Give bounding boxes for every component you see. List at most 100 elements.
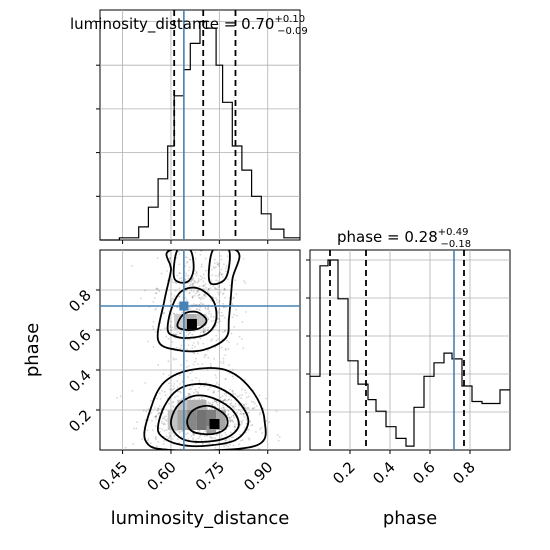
sample-point [231,419,234,422]
sample-point [242,413,245,415]
sample-point [258,413,261,416]
sample-point [135,427,138,430]
sample-point [228,438,230,440]
sample-point [207,317,210,320]
sample-point [202,342,205,345]
sample-point [204,293,207,295]
sample-point [166,269,169,272]
sample-point [228,416,231,419]
sample-point [170,329,172,332]
sample-point [147,408,150,411]
sample-point [194,251,197,254]
sample-point [201,303,204,306]
sample-point [213,258,216,261]
sample-point [185,366,188,368]
sample-point [152,300,155,303]
sample-point [185,359,188,362]
sample-point [208,442,211,445]
sample-point [162,411,165,414]
sample-point [230,416,233,418]
contour-line [166,286,218,339]
sample-point [224,378,227,381]
sample-point [228,398,230,401]
contour-line [143,367,267,450]
sample-point [155,307,157,310]
sample-point [205,286,207,289]
sample-point [225,439,228,442]
sample-point [187,277,190,280]
sample-point [206,316,209,319]
sample-point [193,294,196,297]
sample-point [200,298,202,301]
sample-point [204,283,207,285]
sample-point [229,388,231,391]
sample-point [197,279,200,282]
sample-point [244,282,247,284]
sample-point [214,437,216,439]
sample-point [222,302,224,305]
density-cell [167,410,178,430]
sample-point [169,435,171,438]
sample-point [255,405,258,407]
sample-point [231,390,234,393]
sample-point [213,399,216,402]
sample-point [175,358,177,361]
sample-point [189,308,192,310]
sample-point [188,338,191,341]
sample-point [243,404,246,407]
sample-point [190,279,193,282]
sample-point [239,433,242,436]
sample-point [217,288,220,291]
sample-point [236,421,239,424]
sample-point [195,439,198,442]
sample-point [200,438,203,441]
sample-point [180,364,183,366]
sample-point [192,438,195,441]
sample-point [176,395,179,398]
histograms [100,10,510,450]
density-cell [187,410,197,430]
sample-point [173,295,176,297]
sample-point [195,308,198,311]
sample-point [196,341,199,344]
sample-point [188,332,191,335]
sample-point [178,263,181,266]
sample-point [242,403,245,406]
sample-point [222,357,225,360]
sample-point [195,274,198,277]
sample-point [119,395,122,398]
sample-point [228,364,230,367]
sample-point [202,328,205,331]
sample-point [227,341,230,344]
sample-point [206,291,209,293]
sample-point [229,402,232,405]
sample-point [210,268,213,271]
sample-point [155,415,158,417]
sample-point [203,356,206,358]
sample-point [178,431,181,434]
sample-point [238,394,241,397]
sample-point [151,419,153,422]
sample-point [232,368,234,371]
sample-point [169,326,172,328]
sample-point [193,303,195,305]
sample-point [144,419,147,421]
sample-point [197,280,200,283]
sample-point [218,300,221,302]
sample-point [215,339,218,342]
sample-point [154,292,157,295]
sample-point [151,429,154,431]
sample-point [247,407,250,409]
sample-point [155,415,157,418]
sample-point [175,346,178,349]
sample-point [156,410,159,412]
sample-point [209,365,212,368]
sample-point [221,395,224,397]
sample-point [202,329,205,332]
sample-point [224,439,227,442]
sample-point [159,430,161,433]
sample-point [224,431,227,434]
sample-point [191,370,193,373]
sample-point [202,273,205,276]
sample-point [199,431,201,433]
